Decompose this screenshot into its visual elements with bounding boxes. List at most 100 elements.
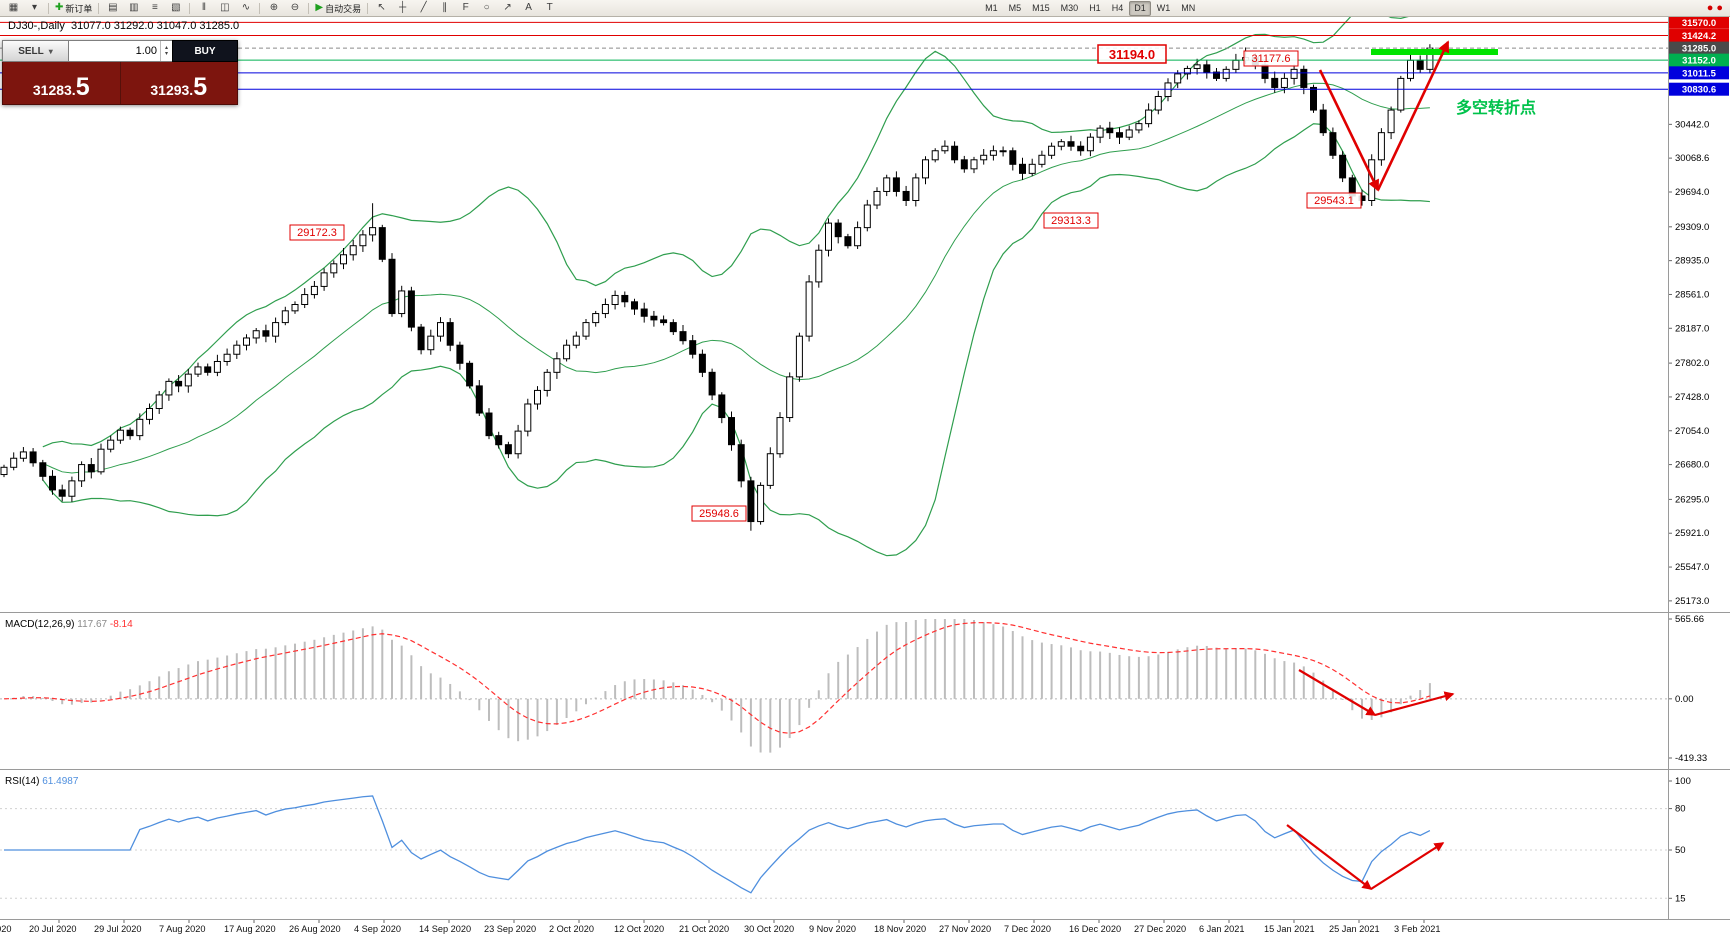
sell-price[interactable]: 31283. 5 bbox=[3, 62, 121, 104]
svg-text:3 Feb 2021: 3 Feb 2021 bbox=[1394, 924, 1441, 934]
buy-button[interactable]: BUY bbox=[172, 40, 238, 62]
svg-text:565.66: 565.66 bbox=[1675, 614, 1704, 625]
svg-text:-419.33: -419.33 bbox=[1675, 753, 1707, 764]
green-highlight-bar[interactable] bbox=[1371, 49, 1498, 55]
timeframe-button-m30[interactable]: M30 bbox=[1060, 2, 1079, 13]
timeframe-button-m5[interactable]: M5 bbox=[1008, 2, 1022, 13]
svg-text:25921.0: 25921.0 bbox=[1675, 528, 1709, 539]
text-tool-button[interactable]: T bbox=[539, 0, 560, 16]
svg-text:20 Jul 2020: 20 Jul 2020 bbox=[29, 924, 77, 934]
data-window-button[interactable]: ▥ bbox=[123, 0, 144, 16]
trendline-tool-button[interactable]: ╱ bbox=[413, 0, 434, 16]
bar-chart-button[interactable]: ‖ bbox=[193, 0, 214, 16]
rsi-up-arrow[interactable] bbox=[1370, 842, 1445, 890]
arrow-style-tool-button[interactable]: A bbox=[518, 0, 539, 16]
candlestick-chart-button-icon: ◫ bbox=[220, 2, 230, 13]
svg-text:25173.0: 25173.0 bbox=[1675, 596, 1709, 607]
channel-tool-button[interactable]: ∥ bbox=[434, 0, 455, 16]
price-annotation[interactable]: 29313.3 bbox=[1043, 212, 1099, 229]
price-annotation[interactable]: 25948.6 bbox=[691, 505, 747, 522]
timeframe-button-mn[interactable]: MN bbox=[1181, 2, 1196, 13]
svg-text:9 Nov 2020: 9 Nov 2020 bbox=[809, 924, 856, 934]
fibonacci-tool-button[interactable]: F bbox=[455, 0, 476, 16]
data-window-button-icon: ▥ bbox=[129, 2, 139, 13]
line-chart-button-icon: ∿ bbox=[241, 2, 251, 13]
timeframe-button-h1[interactable]: H1 bbox=[1089, 2, 1101, 13]
timeframe-button-h4[interactable]: H4 bbox=[1111, 2, 1124, 13]
arrow-tool-button[interactable]: ↗ bbox=[497, 0, 518, 16]
zoom-out-button[interactable]: ⊖ bbox=[284, 0, 305, 16]
svg-text:0.00: 0.00 bbox=[1675, 694, 1694, 705]
macd-up-arrow[interactable] bbox=[1374, 691, 1455, 717]
svg-text:31011.5: 31011.5 bbox=[1682, 68, 1717, 79]
timeframe-button-w1[interactable]: W1 bbox=[1156, 2, 1171, 13]
lot-size-value: 1.00 bbox=[135, 45, 157, 57]
crosshair-tool-button[interactable]: ┼ bbox=[392, 0, 413, 16]
price-down-arrow[interactable] bbox=[1318, 69, 1380, 192]
note-text[interactable]: 多空转折点 bbox=[1456, 98, 1536, 117]
price-annotation[interactable]: 31194.0 bbox=[1097, 44, 1167, 64]
price-annotation[interactable]: 29543.1 bbox=[1306, 192, 1362, 209]
svg-text:30830.6: 30830.6 bbox=[1682, 85, 1716, 96]
sell-price-int: 31283. bbox=[32, 82, 76, 98]
autotrade-button[interactable]: ▶ 自动交易 bbox=[312, 0, 364, 16]
timeframe-button-d1[interactable]: D1 bbox=[1129, 0, 1151, 16]
lot-steppers: ▴ ▾ bbox=[160, 41, 172, 61]
red-dot-button-1[interactable]: ● bbox=[1706, 1, 1714, 14]
chart-profiles-dropdown[interactable]: ▾ bbox=[24, 0, 45, 16]
autotrade-button-label: 自动交易 bbox=[325, 3, 362, 14]
timeframe-button-m1[interactable]: M1 bbox=[985, 2, 998, 13]
svg-text:27 Dec 2020: 27 Dec 2020 bbox=[1134, 924, 1186, 934]
trendline-tool-button-icon: ╱ bbox=[420, 2, 427, 13]
svg-text:31570.0: 31570.0 bbox=[1682, 18, 1716, 29]
price-annotation[interactable]: 31177.6 bbox=[1243, 50, 1299, 67]
time-axis: 10 Jul 2020 20 Jul 2020 29 Jul 2020 7 Aug 2… bbox=[0, 920, 1441, 934]
ellipse-tool-button-icon: ○ bbox=[483, 2, 490, 13]
svg-text:25547.0: 25547.0 bbox=[1675, 562, 1709, 573]
sell-button[interactable]: SELL ▾ bbox=[2, 40, 68, 62]
svg-text:100: 100 bbox=[1675, 776, 1691, 787]
rsi-down-arrow[interactable] bbox=[1286, 824, 1373, 890]
zoom-in-button[interactable]: ⊕ bbox=[263, 0, 284, 16]
cursor-tool-button[interactable]: ↖ bbox=[371, 0, 392, 16]
lot-decrease-button[interactable]: ▾ bbox=[164, 51, 168, 57]
lot-size-field[interactable]: 1.00 ▴ ▾ bbox=[68, 40, 172, 62]
terminal-button[interactable]: ▧ bbox=[165, 0, 186, 16]
buy-price[interactable]: 31293. 5 bbox=[121, 62, 238, 104]
svg-text:17 Aug 2020: 17 Aug 2020 bbox=[224, 924, 276, 934]
svg-text:28187.0: 28187.0 bbox=[1675, 323, 1709, 334]
toolbar-separator bbox=[259, 2, 261, 14]
macd-pane: 565.66 0.00 -419.33 MACD(12,26,9) 117.67 -8… bbox=[0, 614, 1707, 764]
buy-price-int: 31293. bbox=[150, 82, 194, 98]
svg-text:31177.6: 31177.6 bbox=[1252, 53, 1291, 65]
buy-price-frac: 5 bbox=[193, 72, 208, 101]
toolbar-separator bbox=[98, 2, 100, 14]
new-order-button[interactable]: ✚ 新订单 bbox=[52, 0, 95, 16]
trade-panel-controls: SELL ▾ 1.00 ▴ ▾ BUY bbox=[2, 40, 238, 62]
candlestick-chart-button[interactable]: ◫ bbox=[214, 0, 235, 16]
svg-text:2 Oct 2020: 2 Oct 2020 bbox=[549, 924, 594, 934]
ellipse-tool-button[interactable]: ○ bbox=[476, 0, 497, 16]
new-chart-button[interactable]: ▦ bbox=[3, 0, 24, 16]
macd-down-arrow[interactable] bbox=[1298, 669, 1377, 716]
red-dot-button-2[interactable]: ● bbox=[1716, 1, 1723, 14]
svg-text:26 Aug 2020: 26 Aug 2020 bbox=[289, 924, 341, 934]
price-up-arrow[interactable] bbox=[1376, 40, 1450, 191]
price-annotation[interactable]: 29172.3 bbox=[289, 224, 345, 241]
bid-ask-prices: 31283. 5 31293. 5 bbox=[2, 62, 238, 105]
navigator-button[interactable]: ≡ bbox=[144, 0, 165, 16]
price-annotations[interactable]: 29172.3 25948.6 29313.3 31194.0 31177.6 29543… bbox=[289, 44, 1362, 522]
lot-increase-button[interactable]: ▴ bbox=[164, 45, 168, 51]
market-watch-button[interactable]: ▤ bbox=[102, 0, 123, 16]
chart-ohlc-label: DJ30-,Daily 31077.0 31292.0 31047.0 3128… bbox=[8, 20, 240, 32]
svg-text:30442.0: 30442.0 bbox=[1675, 119, 1709, 130]
svg-text:18 Nov 2020: 18 Nov 2020 bbox=[874, 924, 926, 934]
toolbar-separator bbox=[189, 2, 191, 14]
timeframe-button-m15[interactable]: M15 bbox=[1032, 2, 1050, 13]
svg-text:28935.0: 28935.0 bbox=[1675, 256, 1709, 267]
trend-arrows[interactable] bbox=[1286, 40, 1455, 890]
line-chart-button[interactable]: ∿ bbox=[235, 0, 256, 16]
